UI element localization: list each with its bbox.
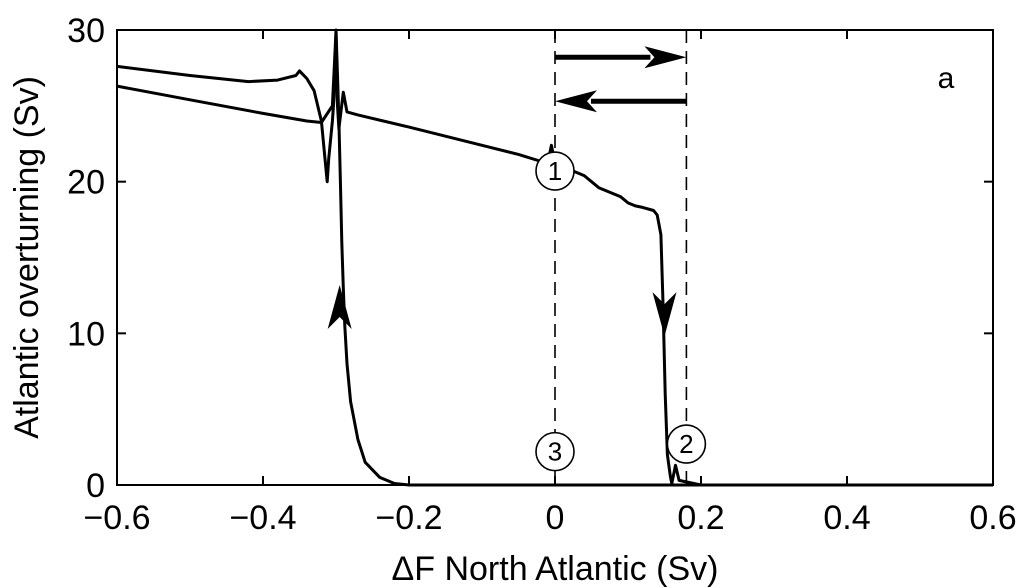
- y-tick-label: 30: [67, 12, 105, 50]
- state-marker-label: 2: [679, 429, 693, 459]
- state-marker-label: 1: [548, 156, 562, 186]
- direction-arrow-head-right: [644, 46, 687, 69]
- x-tick-label: −0.4: [229, 499, 296, 537]
- y-axis-title: Atlantic overturning (Sv): [8, 76, 46, 439]
- x-axis-title: ΔF North Atlantic (Sv): [392, 550, 719, 588]
- panel-label: a: [938, 62, 955, 95]
- x-tick-label: −0.6: [83, 499, 150, 537]
- dashed-lines-layer: [554, 30, 688, 485]
- x-tick-label: 0: [546, 499, 565, 537]
- direction-arrow-head-left: [555, 90, 597, 113]
- x-tick-label: 0.2: [677, 499, 724, 537]
- y-tick-label: 10: [67, 315, 105, 353]
- y-tick-label: 20: [67, 164, 105, 202]
- state-marker-label: 3: [548, 437, 562, 467]
- arrows-layer: [327, 46, 687, 337]
- state-marker-circle: [535, 431, 575, 472]
- curve-arrowhead-up: [327, 285, 352, 329]
- state-marker-circle: [666, 424, 707, 464]
- y-tick-label: 0: [86, 467, 105, 505]
- x-tick-label: 0.4: [823, 499, 870, 537]
- state-marker-circle: [535, 151, 575, 191]
- ticks-layer: −0.6 −0.4 −0.2 0 0.2 0.4 0.6 0 10 20 30: [67, 12, 1016, 537]
- curve-arrowhead-down: [652, 292, 677, 337]
- markers-layer: 1 2 3: [535, 151, 707, 472]
- plot-frame: [116, 29, 994, 486]
- x-tick-label: −0.2: [375, 499, 442, 537]
- x-tick-label: 0.6: [969, 499, 1016, 537]
